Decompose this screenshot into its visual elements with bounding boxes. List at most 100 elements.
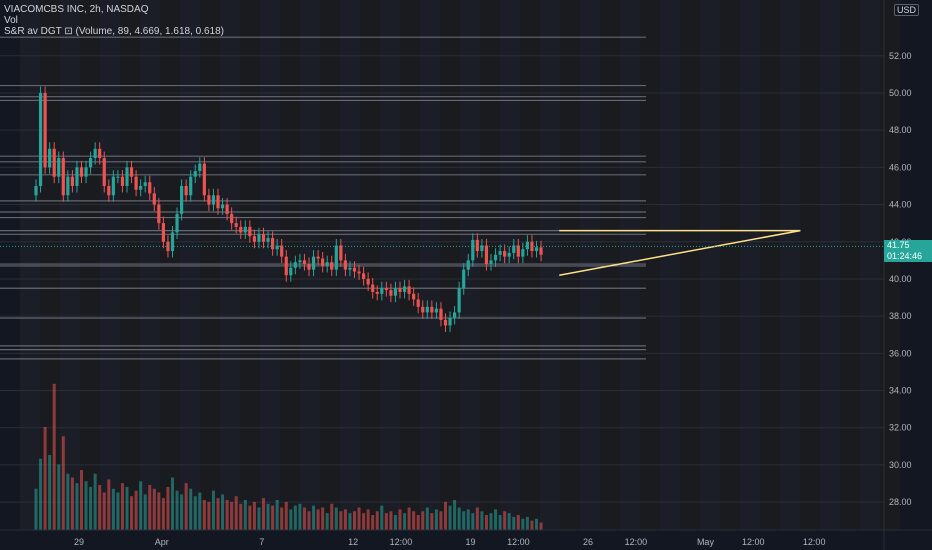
session-shade xyxy=(440,0,460,530)
volume-label[interactable]: Vol xyxy=(4,15,18,26)
indicator-label[interactable]: S&R av DGT ⊡ (Volume, 89, 4.669, 1.618, … xyxy=(4,26,224,37)
volume-bar xyxy=(116,492,120,530)
volume-bar xyxy=(457,507,461,530)
candle-body xyxy=(480,245,484,252)
candle-body xyxy=(357,271,361,274)
y-tick-label: 30.00 xyxy=(889,460,912,470)
session-shade xyxy=(80,0,100,530)
candle-body xyxy=(248,226,252,237)
volume-bar xyxy=(39,458,43,530)
volume-bar xyxy=(84,481,88,530)
volume-bar xyxy=(353,511,356,530)
session-shade xyxy=(380,0,400,530)
volume-bar xyxy=(98,485,102,530)
candle-body xyxy=(116,176,120,178)
volume-bar xyxy=(111,488,115,530)
candle-body xyxy=(89,158,93,168)
session-shade xyxy=(140,0,160,530)
volume-bar xyxy=(407,507,411,530)
volume-bar xyxy=(221,494,225,530)
candle-body xyxy=(257,234,261,242)
volume-bar xyxy=(93,473,97,530)
volume-bar xyxy=(171,477,174,530)
session-shade xyxy=(500,0,520,530)
volume-bar xyxy=(130,496,134,530)
volume-bar xyxy=(157,492,161,530)
session-shade xyxy=(540,0,560,530)
session-shade xyxy=(660,0,680,530)
candle-body xyxy=(348,267,352,270)
symbol-title[interactable]: VIACOMCBS INC, 2h, NASDAQ xyxy=(4,4,149,15)
volume-bar xyxy=(166,486,170,530)
session-shade xyxy=(720,0,740,530)
candle-body xyxy=(443,319,448,326)
session-shade xyxy=(860,0,880,530)
volume-bar xyxy=(480,511,484,530)
candle-body xyxy=(271,238,275,250)
volume-bar xyxy=(66,473,70,530)
volume-bar xyxy=(507,513,511,530)
volume-bar xyxy=(184,483,188,530)
candle-body xyxy=(521,249,525,257)
candle-body xyxy=(48,148,52,168)
candle-body xyxy=(161,223,165,242)
volume-bar xyxy=(339,511,343,530)
session-shade xyxy=(780,0,800,530)
candle-body xyxy=(234,223,238,227)
volume-bar xyxy=(275,500,279,530)
volume-bar xyxy=(207,501,211,530)
candle-body xyxy=(98,148,102,159)
candle-body xyxy=(539,247,543,255)
volume-bar xyxy=(430,513,434,530)
session-shade xyxy=(100,0,120,530)
volume-bar xyxy=(189,488,193,530)
candle-body xyxy=(366,278,370,285)
volume-bar xyxy=(284,501,288,530)
volume-bar xyxy=(348,513,352,530)
candle-body xyxy=(334,245,338,270)
session-shade xyxy=(280,0,300,530)
volume-bar xyxy=(489,513,493,530)
session-shade xyxy=(600,0,620,530)
volume-bar xyxy=(325,513,329,530)
candle-body xyxy=(439,308,443,320)
volume-bar xyxy=(216,498,220,530)
candle-body xyxy=(61,158,65,196)
candle-body xyxy=(189,176,193,196)
candle-body xyxy=(307,264,311,270)
candle-body xyxy=(230,213,234,224)
candle-body xyxy=(302,260,307,265)
volume-bar xyxy=(448,505,452,530)
candle-body xyxy=(220,204,225,209)
volume-bar xyxy=(298,503,302,530)
volume-bar xyxy=(248,505,252,530)
candle-body xyxy=(38,92,43,186)
candle-body xyxy=(148,182,152,194)
volume-bar xyxy=(321,507,325,530)
volume-bar xyxy=(262,498,265,530)
currency-badge[interactable]: USD xyxy=(894,4,920,16)
candle-body xyxy=(120,176,125,186)
volume-bar xyxy=(371,515,375,530)
volume-bar xyxy=(134,490,138,530)
volume-bar xyxy=(239,503,243,530)
candle-body xyxy=(180,185,184,214)
candle-body xyxy=(352,267,357,272)
candle-body xyxy=(293,262,297,268)
candle-body xyxy=(143,182,147,186)
x-tick-label: 12:00 xyxy=(803,537,826,547)
candle-body xyxy=(34,185,38,196)
session-shade xyxy=(680,0,700,530)
chart-legend: VIACOMCBS INC, 2h, NASDAQ Vol S&R av DGT… xyxy=(4,4,224,37)
trendline xyxy=(559,229,801,276)
volume-bar xyxy=(271,505,275,530)
volume-bar xyxy=(512,516,516,530)
candle-body xyxy=(434,308,438,313)
session-shade xyxy=(520,0,540,530)
session-shade xyxy=(620,0,640,530)
volume-bar xyxy=(380,505,384,530)
volume-bar xyxy=(198,492,202,530)
volume-bar xyxy=(466,509,470,530)
candle-body xyxy=(343,260,347,270)
